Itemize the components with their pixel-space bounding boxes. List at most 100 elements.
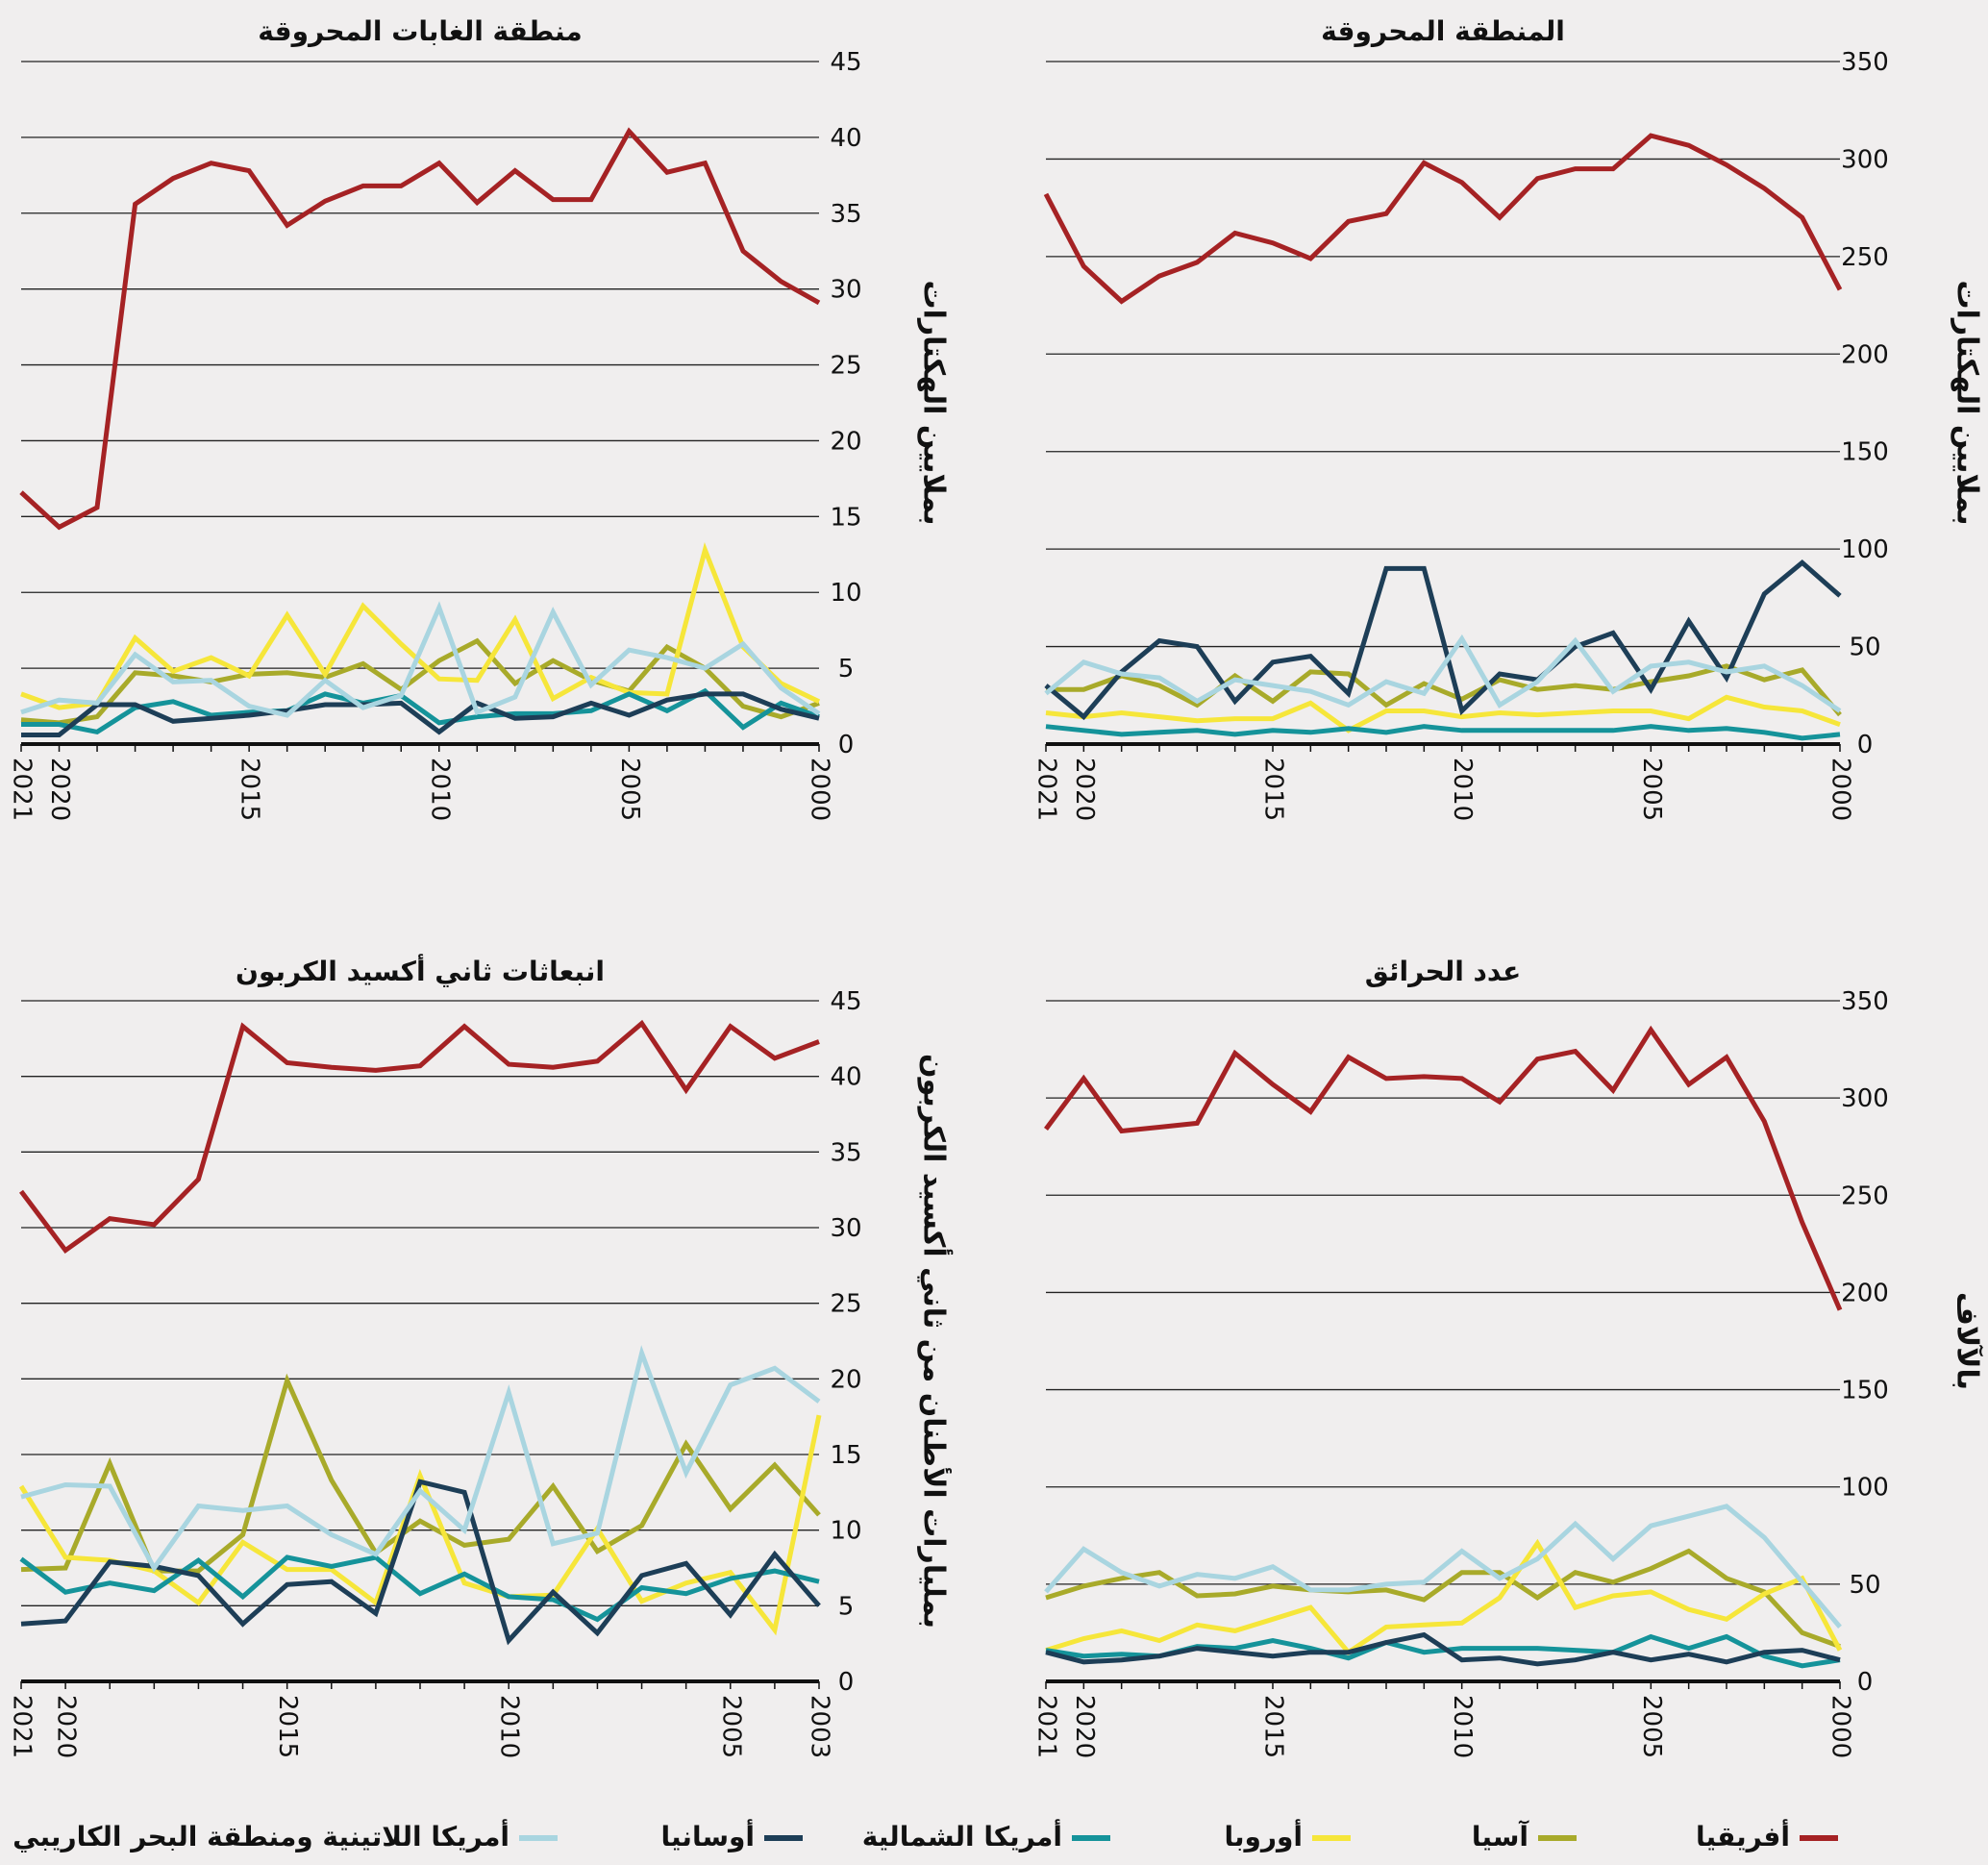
x-tick-label: 2021	[1032, 1695, 1061, 1758]
series-line-2	[20, 637, 820, 726]
x-tick-label: 2021	[8, 758, 37, 821]
x-tick-label: 2000	[1826, 758, 1855, 821]
y-tick-label: 5	[838, 1592, 855, 1621]
x-tick-label: 2005	[615, 758, 644, 821]
y-tick-label: 40	[830, 1063, 861, 1092]
chart-panel-2: منطقة الغابات المحروقة 0 5 10 15 20 25 30 35 40 45…	[8, 15, 951, 821]
legend-item: أمريكا الشمالية	[862, 1819, 1110, 1853]
y-tick-label: 300	[1841, 145, 1889, 174]
y-tick-label: 200	[1841, 1279, 1889, 1307]
y-axis-label: بملايين الهكتارات	[1951, 280, 1984, 525]
legend-item: آسيا	[1472, 1820, 1577, 1853]
legend-item: أوسانيا	[660, 1819, 803, 1853]
y-tick-label: 25	[830, 1290, 861, 1319]
series-line-4	[19, 1554, 820, 1623]
y-tick-label: 50	[1849, 634, 1880, 662]
y-tick-label: 15	[830, 1441, 861, 1470]
x-tick-label: 2003	[806, 1695, 834, 1758]
y-tick-label: 0	[838, 1668, 855, 1697]
x-tick-label: 2020	[1070, 1695, 1099, 1758]
y-tick-label: 0	[838, 731, 855, 759]
y-tick-label: 35	[830, 1138, 861, 1167]
legend-label: أوروبا	[1224, 1819, 1303, 1853]
x-tick-label: 2015	[236, 758, 264, 821]
y-tick-label: 15	[830, 503, 861, 532]
y-tick-label: 45	[830, 987, 861, 1016]
y-tick-label: 45	[830, 48, 861, 77]
y-tick-label: 350	[1841, 48, 1889, 77]
series-line-2	[1045, 1548, 1841, 1649]
y-tick-label: 300	[1841, 1084, 1889, 1113]
y-tick-label: 20	[830, 1365, 861, 1394]
x-tick-label: 2015	[273, 1695, 302, 1758]
chart-title: منطقة الغابات المحروقة	[258, 15, 582, 47]
x-tick-label: 2000	[806, 758, 834, 821]
series-line-1	[1043, 133, 1843, 305]
chart-title: انبعاثات ثاني أكسيد الكربون	[236, 954, 605, 987]
x-tick-label: 2010	[425, 758, 454, 821]
y-tick-label: 10	[830, 1517, 861, 1546]
y-tick-label: 30	[830, 276, 861, 305]
y-tick-label: 100	[1841, 1474, 1889, 1503]
legend-item: أفريقيا	[1696, 1819, 1838, 1853]
chart-title: عدد الحرائق	[1365, 956, 1521, 987]
y-tick-label: 30	[830, 1214, 861, 1243]
legend-label: أوسانيا	[660, 1819, 755, 1853]
y-tick-label: 25	[830, 352, 861, 381]
series-line-3	[1045, 1538, 1843, 1656]
y-axis-label: بمليارات الأطنان من ثاني أكسيد الكربون	[917, 1054, 954, 1629]
x-tick-label: 2010	[495, 1695, 524, 1758]
x-tick-label: 2021	[8, 1695, 37, 1758]
legend-label: آسيا	[1472, 1820, 1529, 1853]
series-line-6	[20, 601, 821, 718]
series-line-3	[20, 541, 821, 710]
series-line-6	[20, 1345, 821, 1573]
legend: أفريقيا آسيا أوروبا أمريكا الشمالية أوسانيا أ…	[12, 1819, 1838, 1853]
series-line-6	[1044, 1504, 1842, 1629]
chart-panel-3: عدد الحرائق 0 50 100 150 200 250 300 350 2000 2005…	[1032, 956, 1984, 1758]
x-tick-label: 2020	[52, 1695, 81, 1758]
series-line-5	[1045, 1631, 1841, 1667]
legend-label: أفريقيا	[1696, 1819, 1790, 1853]
chart-panel-4: انبعاثات ثاني أكسيد الكربون 0 5 10 15 20 25 30 3…	[8, 954, 954, 1758]
y-tick-label: 150	[1841, 1377, 1889, 1405]
x-tick-label: 2000	[1826, 1695, 1855, 1758]
y-tick-label: 150	[1841, 438, 1889, 467]
x-tick-label: 2005	[1637, 758, 1666, 821]
x-tick-label: 2020	[45, 758, 74, 821]
x-tick-label: 2015	[1259, 1695, 1288, 1758]
series-line-4	[1045, 724, 1841, 741]
x-tick-label: 2020	[1070, 758, 1099, 821]
y-tick-label: 50	[1849, 1571, 1880, 1600]
series-line-4	[21, 687, 820, 735]
y-tick-label: 0	[1857, 1668, 1874, 1697]
series-line-5	[1044, 560, 1842, 721]
x-tick-label: 2021	[1032, 758, 1061, 821]
y-tick-label: 5	[838, 655, 855, 684]
y-tick-label: 200	[1841, 340, 1889, 369]
legend-label: أمريكا الشمالية	[862, 1819, 1062, 1853]
chart-panel-1: المنطقة المحروقة 0 50 100 150 200 250 300 350 200…	[1032, 15, 1984, 821]
y-tick-label: 250	[1841, 243, 1889, 272]
x-tick-label: 2005	[1637, 1695, 1666, 1758]
legend-item: أمريكا اللاتينية ومنطقة البحر الكاريبي	[12, 1819, 558, 1853]
series-line-5	[21, 691, 820, 737]
legend-label: أمريكا اللاتينية ومنطقة البحر الكاريبي	[12, 1819, 509, 1853]
y-tick-label: 10	[830, 579, 861, 608]
series-line-1	[19, 127, 821, 531]
x-tick-label: 2010	[1448, 1695, 1477, 1758]
series-line-6	[1044, 634, 1842, 713]
x-tick-label: 2015	[1259, 758, 1288, 821]
y-tick-label: 100	[1841, 535, 1889, 564]
y-axis-label: بملايين الهكتارات	[917, 280, 951, 525]
series-line-1	[19, 1019, 820, 1255]
y-tick-label: 350	[1841, 987, 1889, 1016]
series-line-1	[1043, 1025, 1843, 1311]
panels: المنطقة المحروقة050100150200250300350200…	[8, 15, 1984, 1758]
y-tick-label: 250	[1841, 1181, 1889, 1210]
y-tick-label: 20	[830, 427, 861, 456]
series-line-3	[1045, 694, 1841, 734]
legend-item: أوروبا	[1224, 1819, 1351, 1853]
